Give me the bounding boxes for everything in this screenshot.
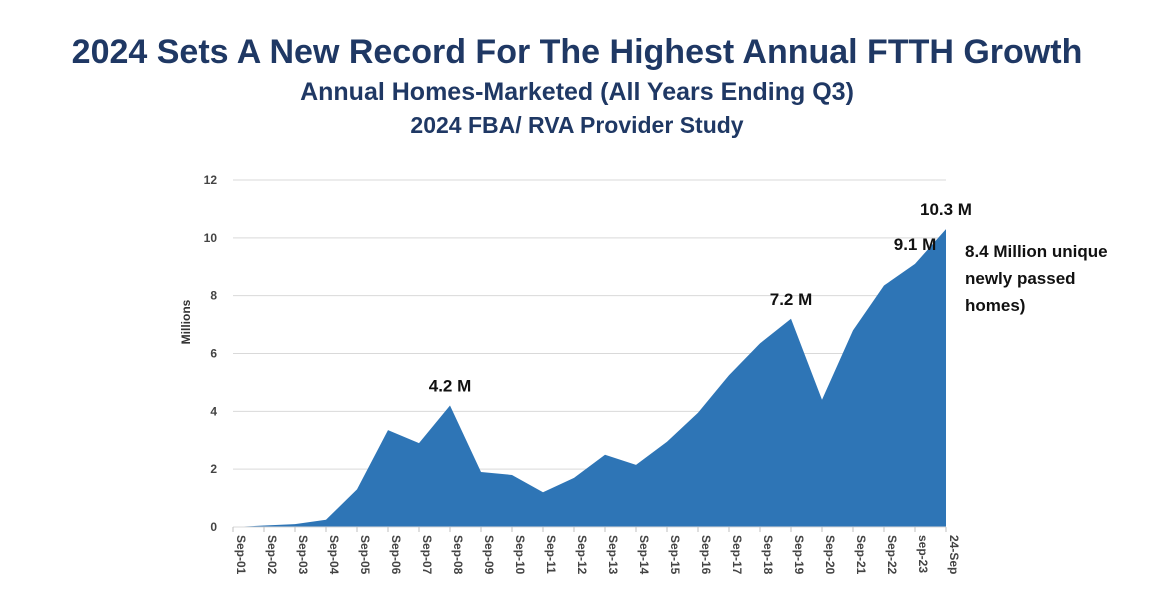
x-tick-label: Sep-20 (823, 535, 837, 575)
x-tick-label: Sep-02 (265, 535, 279, 575)
x-tick-label: Sep-12 (575, 535, 589, 575)
x-tick-label: Sep-15 (668, 535, 682, 575)
y-tick-label: 0 (210, 520, 217, 534)
x-tick-label: Sep-08 (451, 535, 465, 575)
x-tick-label: Sep-05 (358, 535, 372, 575)
x-tick-label: Sep-06 (389, 535, 403, 575)
data-label: 4.2 M (429, 377, 472, 396)
chart-subtitle-study: 2024 FBA/ RVA Provider Study (410, 112, 744, 138)
data-label: 9.1 M (894, 235, 937, 254)
data-label: 7.2 M (770, 290, 813, 309)
y-tick-label: 6 (210, 347, 217, 361)
y-tick-label: 12 (204, 173, 218, 187)
x-tick-label: Sep-21 (854, 535, 868, 575)
y-axis-ticks: 0 2 4 6 8 10 12 (204, 173, 218, 534)
x-tick-label: Sep-13 (606, 535, 620, 575)
x-tick-label: Sep-11 (544, 535, 558, 574)
x-tick-label: sep-23 (916, 535, 930, 573)
chart-subtitle: Annual Homes-Marketed (All Years Ending … (300, 78, 854, 106)
x-tick-label: Sep-18 (761, 535, 775, 575)
y-tick-label: 10 (204, 231, 218, 245)
x-tick-label: Sep-14 (637, 535, 651, 575)
data-labels: 4.2 M 7.2 M 9.1 M 10.3 M (429, 200, 972, 395)
x-tick-label: Sep-22 (885, 535, 899, 575)
y-tick-label: 8 (210, 289, 217, 303)
x-tick-label: 24-Sep (947, 535, 961, 574)
x-tick-label: Sep-10 (513, 535, 527, 575)
chart-title: 2024 Sets A New Record For The Highest A… (71, 33, 1083, 71)
side-note-line: homes) (965, 296, 1025, 315)
side-note: 8.4 Million unique newly passed homes) (965, 242, 1108, 315)
x-tick-label: Sep-04 (327, 535, 341, 575)
side-note-line: newly passed (965, 269, 1076, 288)
y-axis-label: Millions (179, 299, 193, 344)
data-label: 10.3 M (920, 200, 972, 219)
x-tick-label: Sep-17 (730, 535, 744, 575)
x-tick-label: Sep-09 (482, 535, 496, 575)
x-axis-ticks: Sep-01 Sep-02 Sep-03 Sep-04 Sep-05 Sep-06 Sep-… (232, 527, 961, 575)
x-tick-label: Sep-07 (420, 535, 434, 575)
x-tick-label: Sep-19 (792, 535, 806, 575)
y-tick-label: 2 (210, 462, 217, 476)
x-tick-label: Sep-01 (234, 535, 248, 575)
x-tick-label: Sep-03 (296, 535, 310, 575)
area-series (233, 229, 946, 528)
y-tick-label: 4 (210, 404, 217, 418)
x-tick-label: Sep-16 (699, 535, 713, 575)
side-note-line: 8.4 Million unique (965, 242, 1108, 261)
